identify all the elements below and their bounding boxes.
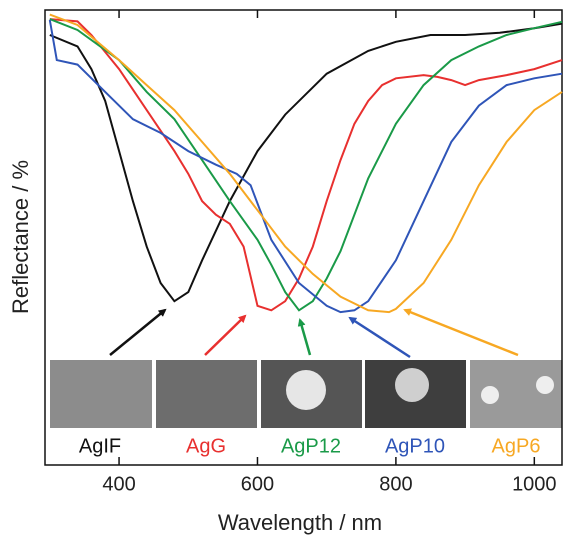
legend-label: AgP6	[492, 435, 541, 457]
particle	[395, 368, 429, 402]
plot-frame	[44, 9, 563, 466]
arrow	[348, 316, 411, 359]
x-tick-label: 1000	[512, 473, 557, 495]
legend-label: AgIF	[79, 435, 121, 457]
series-line	[49, 18, 563, 312]
inset-agif	[50, 360, 152, 428]
series-line	[49, 18, 563, 312]
arrow	[109, 308, 167, 356]
arrow	[297, 318, 312, 356]
legend-label: AgP12	[281, 435, 341, 457]
y-axis-title: Reflectance / %	[8, 160, 33, 314]
series-line	[49, 13, 563, 314]
particle	[481, 386, 499, 404]
series-line	[48, 19, 563, 314]
x-axis-title: Wavelength / nm	[218, 510, 382, 535]
x-tick-label: 600	[241, 473, 274, 495]
arrows	[109, 308, 519, 359]
series-line	[49, 22, 563, 303]
arrow	[204, 314, 247, 356]
x-tick-label: 400	[102, 473, 135, 495]
sem-insets	[50, 360, 562, 428]
particle	[536, 376, 554, 394]
arrow	[403, 308, 519, 357]
legend-label: AgG	[186, 435, 226, 457]
particle	[286, 370, 326, 410]
legend-label: AgP10	[385, 435, 445, 457]
x-tick-label: 800	[379, 473, 412, 495]
inset-agg	[156, 360, 257, 428]
